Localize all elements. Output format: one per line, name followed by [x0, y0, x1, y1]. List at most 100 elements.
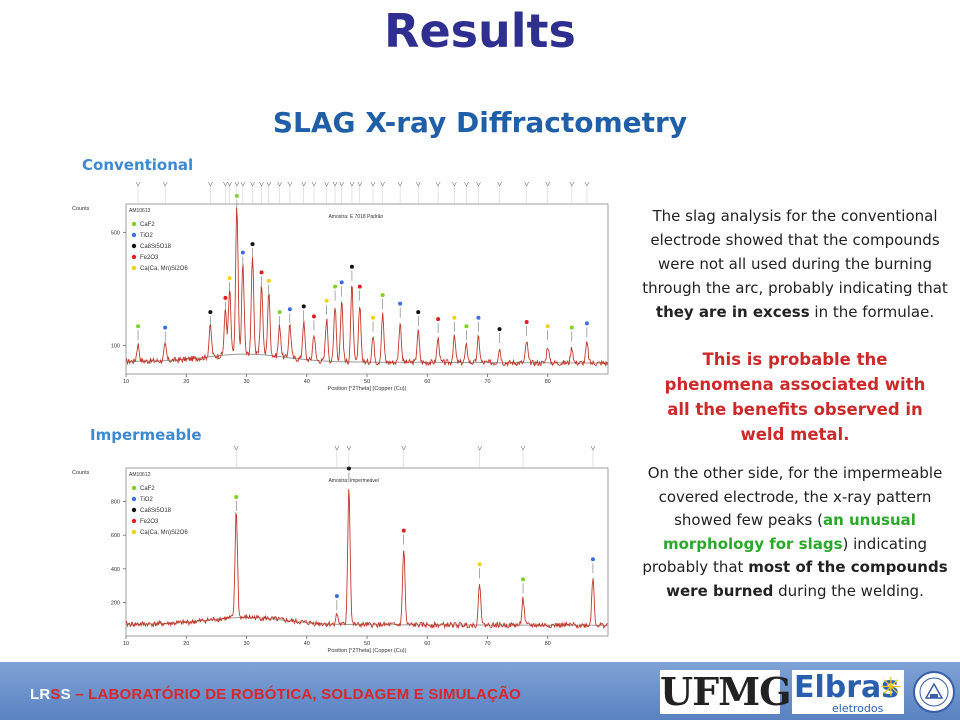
peak-marker: [436, 317, 441, 322]
peak-marker: [259, 270, 264, 275]
legend-entry: TiO2: [140, 497, 153, 503]
peak-marker: [311, 314, 316, 319]
legend-entry: TiO2: [140, 233, 153, 239]
footer-lab-name: LRSS – LABORATÓRIO DE ROBÓTICA, SOLDAGEM…: [30, 686, 521, 703]
peak-position-tick: [301, 181, 307, 187]
peak-position-tick: [569, 181, 575, 187]
peak-position-tick: [477, 445, 482, 451]
para3-green-emphasis: an unusual morphology for slags: [662, 511, 916, 553]
peak-marker: [223, 295, 228, 300]
sample-id: AM10612: [129, 472, 151, 478]
peak-marker: [334, 594, 339, 599]
peak-position-tick: [545, 181, 551, 187]
legend-marker: [131, 507, 137, 513]
peak-position-tick: [339, 181, 344, 187]
peak-position-tick: [287, 181, 293, 187]
peak-position-tick: [332, 181, 338, 187]
x-tick-label: 40: [304, 379, 310, 385]
legend-marker: [131, 221, 137, 227]
peak-position-tick: [415, 181, 421, 187]
peak-position-tick: [266, 181, 272, 187]
peak-marker: [346, 466, 351, 471]
peak-marker: [590, 557, 595, 562]
peak-position-tick: [452, 181, 457, 187]
peak-marker: [398, 301, 403, 306]
x-tick-label: 50: [364, 379, 370, 385]
para3-bold-emphasis: most of the compounds were burned: [666, 558, 948, 600]
x-axis-label: Position [°2Theta] (Copper (Cu)): [328, 648, 407, 654]
peak-marker: [545, 324, 550, 329]
peak-position-tick: [349, 181, 355, 187]
legend-marker: [131, 243, 137, 249]
x-tick-label: 50: [364, 641, 370, 647]
plot-frame: [125, 467, 609, 637]
peak-position-tick: [464, 181, 469, 187]
legend-marker: [131, 518, 137, 524]
peak-marker: [240, 250, 245, 255]
xrd-pattern-line: [125, 489, 608, 630]
peak-position-tick: [277, 181, 282, 187]
x-axis-label: Position [°2Theta] (Copper (Cu)): [328, 386, 407, 392]
x-tick-label: 10: [123, 379, 129, 385]
impermeable-xrd-chart: 200 400 600 800 Counts 10 20 30 40 50 60 70 80 Positi…: [72, 445, 609, 654]
x-tick-label: 20: [183, 641, 189, 647]
peak-position-tick: [370, 181, 376, 187]
peak-marker: [349, 264, 354, 269]
peak-marker: [477, 562, 482, 567]
y-tick-label: 200: [111, 600, 120, 606]
elbras-logo: Elbras eletrodos ✳: [792, 670, 904, 715]
x-tick-label: 20: [183, 379, 189, 385]
y-axis-label: Counts: [72, 470, 90, 476]
y-axis-label: Counts: [72, 206, 90, 212]
peak-marker: [524, 320, 529, 324]
footer-s1: S: [50, 686, 61, 703]
legend-marker: [131, 265, 137, 271]
impermeable-label: Impermeable: [90, 426, 202, 444]
peak-marker: [401, 528, 406, 533]
peak-marker: [476, 315, 481, 320]
para3-part-a: On the other side, for the impermeable c…: [647, 464, 943, 529]
sample-id: AM10613: [129, 208, 151, 214]
peak-marker: [250, 242, 255, 247]
peak-position-tick: [208, 181, 213, 187]
legend-entry: CaF2: [140, 222, 155, 228]
peak-position-tick: [240, 181, 246, 187]
page-subtitle: SLAG X-ray Diffractometry: [272, 106, 688, 139]
peak-position-tick: [324, 181, 329, 187]
peak-marker: [277, 310, 282, 315]
peak-position-tick: [259, 181, 264, 187]
elbras-logo-sub: eletrodos: [832, 702, 884, 715]
page-title: Results: [384, 4, 576, 58]
footer-rest: – LABORATÓRIO DE ROBÓTICA, SOLDAGEM E SI…: [70, 686, 522, 703]
xrd-pattern-line: [125, 207, 608, 368]
x-tick-label: 60: [424, 379, 430, 385]
peak-marker: [339, 280, 344, 285]
peak-position-tick: [357, 181, 363, 187]
elbras-star-icon: ✳: [880, 672, 902, 702]
peak-marker: [371, 315, 376, 320]
x-tick-label: 70: [484, 641, 490, 647]
peak-marker: [333, 284, 338, 289]
para3-part-c: ) indicating probably that: [642, 534, 928, 577]
legend-entry: Ca(Ca, Mn)Si2O6: [140, 266, 188, 272]
conventional-xrd-chart: 100 500 Counts 10 20 30 40 50 60 70 80 Position [°2…: [72, 181, 609, 392]
peak-marker: [521, 577, 526, 582]
legend-entry: CaF2: [140, 486, 155, 492]
legend-entry: Ca8Si5O18: [140, 244, 172, 250]
plot-frame: [125, 203, 609, 375]
peak-marker: [234, 495, 239, 500]
impermeable-analysis-text: On the other side, for the impermeable c…: [640, 462, 950, 603]
peak-marker: [227, 276, 232, 281]
legend-entry: Fe2O3: [140, 255, 159, 261]
peak-marker: [357, 284, 362, 289]
x-tick-label: 60: [424, 641, 430, 647]
peak-marker: [464, 324, 469, 329]
peak-position-tick: [520, 445, 526, 451]
conventional-analysis-text: The slag analysis for the conventional e…: [640, 204, 950, 324]
peak-marker: [380, 293, 385, 298]
footer-prefix: LR: [30, 686, 51, 703]
peak-position-tick: [435, 181, 441, 187]
sample-name: Amostra: E 7018 Padrão: [328, 214, 383, 220]
peak-marker: [497, 327, 502, 332]
elbras-logo-text: Elbras: [794, 670, 900, 705]
